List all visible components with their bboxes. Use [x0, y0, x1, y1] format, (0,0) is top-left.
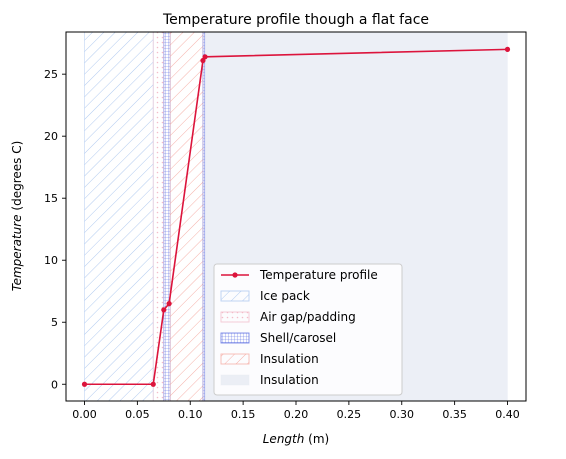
- legend-swatch-region: [220, 374, 250, 386]
- y-tick-label: 15: [44, 192, 58, 205]
- data-point: [166, 301, 172, 307]
- x-tick-label: 0.25: [337, 408, 362, 421]
- y-axis-label: Temperature (degrees C): [10, 141, 24, 292]
- y-tick-label: 25: [44, 68, 58, 81]
- data-point: [504, 46, 511, 52]
- x-tick-label: 0.05: [125, 408, 150, 421]
- y-tick-label: 20: [44, 130, 58, 143]
- legend-swatch-region: [220, 311, 250, 323]
- x-tick-label: 0.00: [72, 408, 97, 421]
- legend-label: Insulation: [260, 373, 319, 387]
- legend-label: Insulation: [260, 352, 319, 366]
- x-axis-ticks: 0.00 0.05 0.10 0.15 0.20 0.25 0.30 0.35 0.40: [72, 401, 520, 421]
- x-tick-label: 0.20: [284, 408, 309, 421]
- y-tick-label: 0: [51, 378, 58, 391]
- x-tick-label: 0.30: [389, 408, 414, 421]
- temperature-series: [81, 46, 511, 387]
- y-axis-ticks: 0 5 10 15 20 25: [44, 68, 66, 391]
- legend-swatch-region: [220, 353, 250, 365]
- data-point: [81, 381, 88, 387]
- x-tick-label: 0.35: [442, 408, 467, 421]
- x-axis-label-italic: Length: [263, 432, 305, 446]
- chart-legend: Temperature profile Ice pack Air gap/paddi…: [213, 263, 403, 396]
- region-insulation: [169, 31, 204, 402]
- y-tick-label: 10: [44, 254, 58, 267]
- x-axis-label-unit: (m): [304, 432, 329, 446]
- legend-label: Shell/carosel: [260, 331, 336, 345]
- y-axis-label-italic: Temperature: [10, 214, 24, 291]
- legend-label: Temperature profile: [259, 268, 378, 282]
- region-shell-carosel: [163, 31, 171, 402]
- legend-swatch-marker: [232, 272, 238, 278]
- data-point: [202, 54, 208, 60]
- chart-title: Temperature profile though a flat face: [162, 12, 429, 28]
- legend-swatch-region: [220, 332, 250, 344]
- x-tick-label: 0.15: [231, 408, 256, 421]
- legend-box: [213, 263, 403, 396]
- x-tick-label: 0.40: [495, 408, 520, 421]
- legend-label: Ice pack: [260, 289, 310, 303]
- legend-label: Air gap/padding: [260, 310, 356, 324]
- y-tick-label: 5: [51, 316, 58, 329]
- x-axis-label: Length (m): [263, 432, 329, 446]
- x-tick-label: 0.10: [178, 408, 203, 421]
- data-point: [161, 307, 167, 313]
- region-ice-pack: [84, 31, 154, 402]
- data-point: [150, 381, 156, 387]
- y-axis-label-unit: (degrees C): [10, 141, 24, 215]
- legend-swatch-region: [220, 290, 250, 302]
